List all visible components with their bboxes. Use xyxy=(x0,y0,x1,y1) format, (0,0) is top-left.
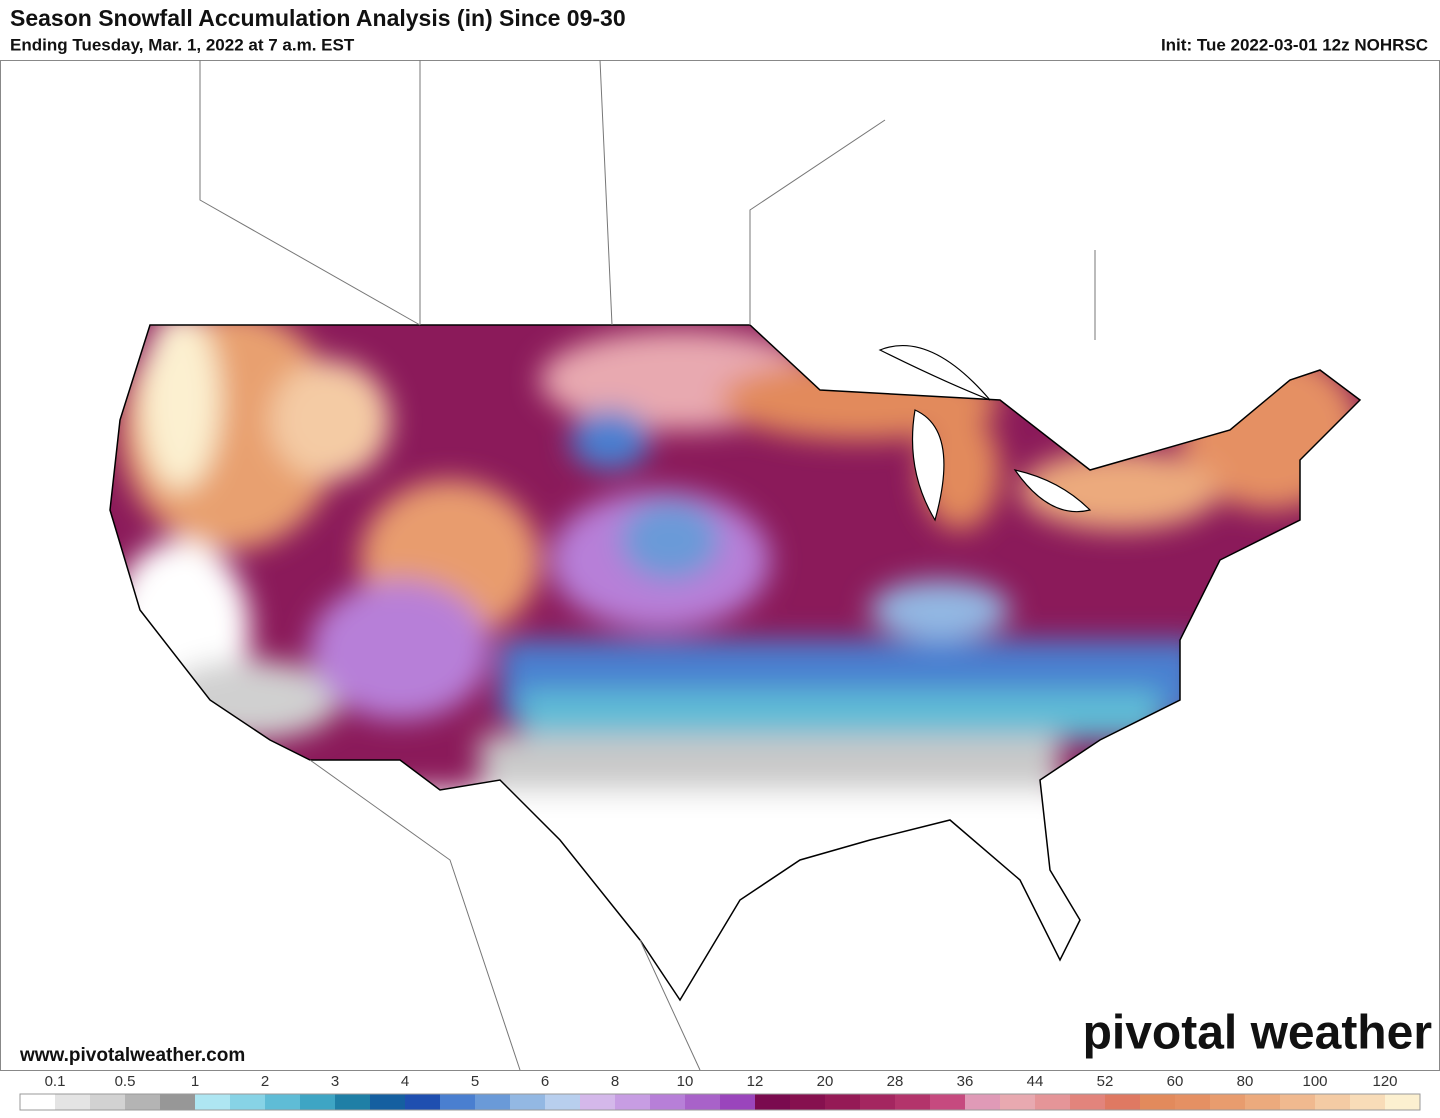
legend-swatch xyxy=(825,1094,860,1110)
legend-swatch xyxy=(265,1094,300,1110)
legend: 0.1 0.5 1 2 3 4 5 6 8 10 12 20 28 36 44 52 60 80 100 120 xyxy=(19,1073,1421,1111)
legend-swatch xyxy=(1210,1094,1245,1110)
subtitle: Ending Tuesday, Mar. 1, 2022 at 7 a.m. E… xyxy=(10,35,355,54)
website: www.pivotalweather.com xyxy=(19,1045,245,1066)
mexico-lines xyxy=(309,759,701,1071)
legend-tick-label: 52 xyxy=(1097,1073,1114,1090)
legend-swatch xyxy=(1280,1094,1315,1110)
legend-swatch xyxy=(1140,1094,1175,1110)
legend-swatch xyxy=(370,1094,405,1110)
legend-tick-label: 10 xyxy=(677,1073,694,1090)
legend-tick-label: 60 xyxy=(1167,1073,1184,1090)
legend-swatch xyxy=(1175,1094,1210,1110)
legend-swatch xyxy=(405,1094,440,1110)
legend-tick-label: 12 xyxy=(747,1073,764,1090)
legend-tick-label: 0.5 xyxy=(115,1073,136,1090)
legend-swatch xyxy=(965,1094,1000,1110)
legend-swatch xyxy=(895,1094,930,1110)
legend-swatch xyxy=(1000,1094,1035,1110)
province-lines xyxy=(199,59,1096,340)
legend-tick-label: 44 xyxy=(1027,1073,1044,1090)
legend-swatch xyxy=(860,1094,895,1110)
title: Season Snowfall Accumulation Analysis (i… xyxy=(10,5,626,31)
legend-tick-label: 8 xyxy=(611,1073,619,1090)
legend-swatch xyxy=(1315,1094,1350,1110)
legend-swatch xyxy=(790,1094,825,1110)
legend-swatch xyxy=(545,1094,580,1110)
legend-swatch xyxy=(650,1094,685,1110)
legend-swatch xyxy=(475,1094,510,1110)
legend-swatch xyxy=(1385,1094,1420,1110)
legend-swatch xyxy=(55,1094,90,1110)
legend-swatch xyxy=(1070,1094,1105,1110)
init-time: Init: Tue 2022-03-01 12z NOHRSC xyxy=(1161,35,1428,54)
legend-tick-label: 36 xyxy=(957,1073,974,1090)
legend-tick-label: 100 xyxy=(1302,1073,1327,1090)
legend-tick-label: 120 xyxy=(1372,1073,1397,1090)
legend-swatch xyxy=(440,1094,475,1110)
legend-swatch xyxy=(195,1094,230,1110)
legend-swatch xyxy=(20,1094,55,1110)
legend-swatch xyxy=(510,1094,545,1110)
legend-tick-label: 6 xyxy=(541,1073,549,1090)
legend-swatch xyxy=(300,1094,335,1110)
great-lakes xyxy=(878,345,1092,522)
legend-swatch xyxy=(1105,1094,1140,1110)
legend-tick-label: 3 xyxy=(331,1073,339,1090)
logo: pivotal weather xyxy=(1083,1007,1432,1060)
legend-tick-label: 20 xyxy=(817,1073,834,1090)
legend-swatch xyxy=(580,1094,615,1110)
legend-swatch xyxy=(1035,1094,1070,1110)
legend-swatch xyxy=(720,1094,755,1110)
legend-swatch xyxy=(755,1094,790,1110)
legend-swatch xyxy=(615,1094,650,1110)
legend-swatch xyxy=(90,1094,125,1110)
legend-swatch xyxy=(1245,1094,1280,1110)
legend-swatch xyxy=(930,1094,965,1110)
legend-tick-label: 4 xyxy=(401,1073,409,1090)
legend-tick-label: 0.1 xyxy=(45,1073,66,1090)
legend-tick-label: 1 xyxy=(191,1073,199,1090)
legend-swatch xyxy=(335,1094,370,1110)
legend-swatch xyxy=(1350,1094,1385,1110)
legend-swatch xyxy=(160,1094,195,1110)
legend-swatch xyxy=(230,1094,265,1110)
legend-tick-label: 2 xyxy=(261,1073,269,1090)
legend-swatch xyxy=(125,1094,160,1110)
legend-swatch xyxy=(685,1094,720,1110)
legend-border xyxy=(19,1093,1421,1111)
legend-tick-label: 5 xyxy=(471,1073,479,1090)
legend-tick-label: 28 xyxy=(887,1073,904,1090)
legend-tick-label: 80 xyxy=(1237,1073,1254,1090)
